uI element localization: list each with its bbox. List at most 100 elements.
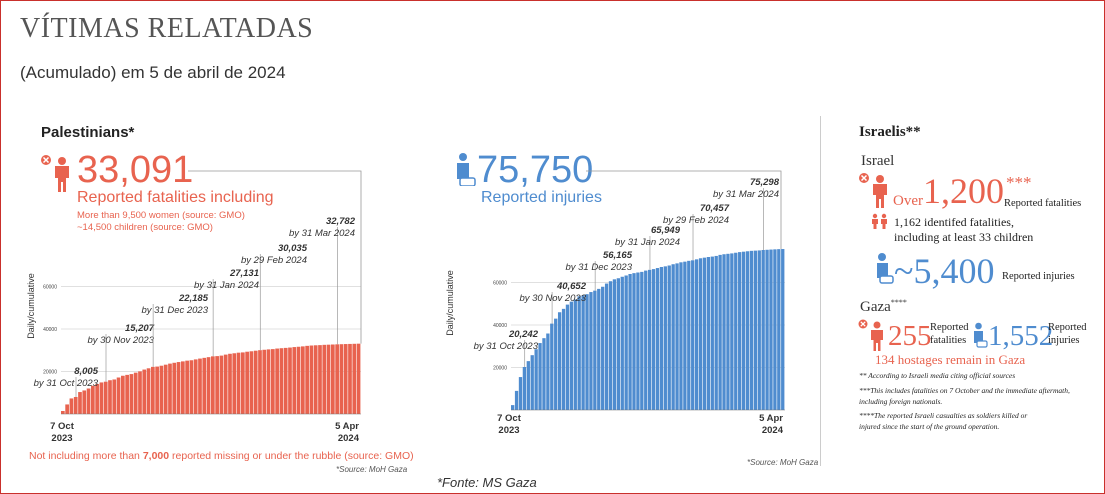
chart-bar bbox=[753, 250, 757, 411]
chart-bar bbox=[561, 308, 566, 410]
chart-bar bbox=[624, 275, 628, 410]
annotation-value: 20,242 bbox=[508, 329, 539, 340]
chart-bar bbox=[305, 345, 309, 414]
chart-bar bbox=[620, 276, 624, 410]
chart-bar bbox=[616, 278, 620, 410]
callout-line bbox=[586, 170, 782, 250]
gaza-fatalities-label-1: Reported bbox=[930, 322, 969, 333]
chart-bar bbox=[103, 381, 108, 414]
chart-bar bbox=[206, 357, 211, 414]
chart-bar bbox=[86, 388, 91, 414]
chart-bar bbox=[640, 271, 644, 411]
chart-bar bbox=[781, 249, 785, 410]
chart-bar bbox=[522, 366, 527, 410]
israel-fatalities-label: Reported fatalities bbox=[1004, 198, 1082, 209]
chart-bar bbox=[530, 355, 534, 410]
chart-bar bbox=[667, 265, 671, 410]
chart-bar bbox=[714, 255, 718, 410]
chart-bar bbox=[514, 390, 519, 411]
chart-bar bbox=[718, 254, 722, 411]
chart-bar bbox=[223, 354, 228, 414]
chart-bar bbox=[546, 333, 550, 410]
israel-fatalities-prefix: Over bbox=[893, 193, 923, 209]
chart-bar bbox=[585, 294, 589, 410]
annotation-value: 65,949 bbox=[651, 225, 681, 236]
annotation-label: by 31 Jan 2024 bbox=[194, 280, 259, 291]
chart-bar bbox=[573, 299, 577, 410]
annotation-label: by 29 Feb 2024 bbox=[663, 215, 729, 226]
chart-bar bbox=[679, 262, 683, 410]
source-note: *Fonte: MS Gaza bbox=[437, 475, 537, 490]
x-end-year: 2024 bbox=[762, 425, 784, 436]
chart-bar bbox=[301, 346, 305, 414]
chart-bar bbox=[702, 257, 707, 410]
chart-bar bbox=[108, 380, 112, 414]
missing-note-post: reported missing or under the rubble (so… bbox=[169, 450, 414, 462]
chart-bar bbox=[193, 359, 198, 414]
skull-person-icon bbox=[39, 153, 73, 193]
chart-bar bbox=[636, 272, 640, 410]
annotation-value: 32,782 bbox=[326, 216, 356, 227]
missing-note-number: 7,000 bbox=[142, 450, 170, 462]
annotation-value: 8,005 bbox=[74, 366, 98, 377]
gaza-fatalities-number: 255 bbox=[888, 320, 932, 352]
y-tick-label: 20000 bbox=[43, 370, 57, 376]
chart-bar bbox=[581, 295, 585, 410]
israel-fatalities-stars: *** bbox=[1006, 173, 1032, 192]
chart-bar bbox=[612, 279, 617, 410]
annotation-value: 15,207 bbox=[125, 323, 155, 334]
chart-bar bbox=[671, 264, 675, 410]
israelis-heading: Israelis** bbox=[859, 124, 921, 140]
gaza-injuries-label-2: injuries bbox=[1048, 335, 1080, 346]
chart-bar bbox=[745, 251, 750, 410]
chart-bar bbox=[534, 349, 538, 410]
chart-bar bbox=[275, 348, 279, 414]
annotation-label: by 31 Oct 2023 bbox=[34, 378, 99, 389]
chart-bar bbox=[138, 371, 142, 414]
chart-bar bbox=[730, 253, 734, 410]
chart-bar bbox=[339, 344, 344, 414]
injured-person-icon bbox=[972, 322, 988, 348]
y-axis-label: Daily/cumulative bbox=[445, 270, 455, 336]
chart-bar bbox=[749, 250, 754, 410]
annotation-label: by 31 Mar 2024 bbox=[289, 228, 355, 239]
chart-bar bbox=[99, 382, 104, 414]
gaza-fatalities-label-2: fatalities bbox=[930, 335, 967, 346]
chart-bar bbox=[95, 384, 99, 414]
chart-bar bbox=[518, 377, 523, 410]
chart-bar bbox=[116, 377, 121, 414]
chart-bar bbox=[69, 398, 74, 414]
chart-bar bbox=[356, 343, 361, 414]
chart-bar bbox=[181, 361, 185, 414]
chart-bar bbox=[129, 374, 134, 414]
fatalities-number: 33,091 bbox=[77, 149, 194, 191]
annotation-label: by 30 Nov 2023 bbox=[519, 293, 586, 304]
chart-bar bbox=[604, 283, 609, 410]
chart-bar bbox=[655, 268, 660, 410]
annotation-value: 40,652 bbox=[556, 281, 587, 292]
chart-bar bbox=[687, 260, 691, 410]
injured-person-icon bbox=[454, 152, 476, 187]
chart-bar bbox=[283, 347, 288, 414]
chart-bar bbox=[691, 260, 695, 410]
callout-line bbox=[188, 170, 362, 344]
y-tick-label: 60000 bbox=[493, 281, 507, 287]
section-divider bbox=[820, 116, 821, 466]
chart-bar bbox=[526, 361, 530, 411]
chart-bar bbox=[151, 366, 155, 414]
chart-bar bbox=[726, 253, 730, 410]
chart-bar bbox=[236, 352, 241, 414]
gaza-injuries-number: 1,552 bbox=[988, 320, 1054, 352]
footnote-sources: ** According to Israeli media citing off… bbox=[859, 371, 1016, 380]
chart-bar bbox=[550, 323, 554, 410]
identified-fatalities: 1,162 identifed fatalities, bbox=[894, 215, 1014, 229]
chart-bar bbox=[557, 312, 562, 410]
annotation-value: 22,185 bbox=[178, 293, 209, 304]
killed-person-icon bbox=[858, 172, 890, 208]
chart-bar bbox=[675, 263, 679, 411]
chart-bar bbox=[777, 249, 781, 410]
annotation-label: by 30 Nov 2023 bbox=[87, 335, 154, 346]
chart-bar bbox=[741, 251, 746, 410]
injuries-source: *Source: MoH Gaza bbox=[747, 458, 819, 467]
